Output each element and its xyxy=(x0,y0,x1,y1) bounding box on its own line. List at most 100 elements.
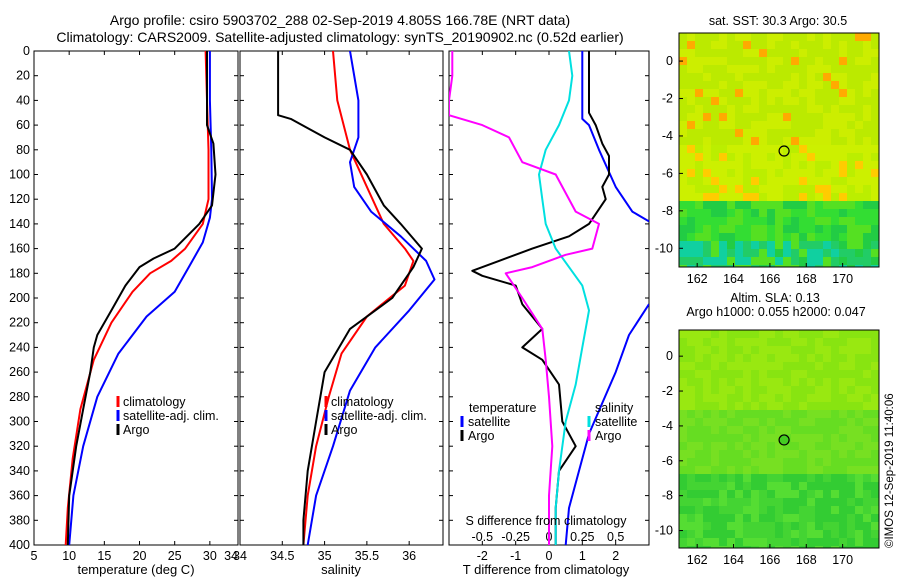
map-cell xyxy=(743,217,752,226)
map-cell xyxy=(831,458,840,467)
map-cell xyxy=(807,370,816,379)
map-cell xyxy=(775,426,784,435)
map-cell xyxy=(735,113,744,122)
map-cell xyxy=(871,225,879,234)
map-cell xyxy=(767,241,776,250)
map-cell xyxy=(831,105,840,114)
map-cell xyxy=(695,233,704,242)
map-cell xyxy=(871,161,879,170)
map-cell xyxy=(727,506,736,515)
series-line-t-argo xyxy=(471,51,610,545)
map-cell xyxy=(735,498,744,507)
map-cell xyxy=(847,185,856,194)
map-cell xyxy=(807,57,816,66)
map-cell xyxy=(783,530,792,539)
map-cell xyxy=(871,217,879,226)
map-cell xyxy=(791,65,800,74)
map-cell xyxy=(807,538,816,547)
map-cell xyxy=(847,530,856,539)
s-tick-label: 0.5 xyxy=(607,530,624,544)
map-cell xyxy=(759,402,768,411)
map-cell xyxy=(831,442,840,451)
map-cell xyxy=(711,225,720,234)
legend-label: satellite-adj. clim. xyxy=(123,409,219,423)
map-cell xyxy=(743,265,752,267)
map-cell xyxy=(743,346,752,355)
map-cell xyxy=(703,129,712,138)
x-tick-label: -2 xyxy=(477,549,488,563)
map-cell xyxy=(839,466,848,475)
map-cell xyxy=(855,257,864,266)
map-cell xyxy=(735,185,744,194)
map-cell xyxy=(863,378,872,387)
map-cell xyxy=(863,394,872,403)
map-cell xyxy=(735,81,744,90)
map-cell xyxy=(759,370,768,379)
map-cell xyxy=(751,490,760,499)
map-cell xyxy=(783,346,792,355)
map-cell xyxy=(807,81,816,90)
map-cell xyxy=(727,354,736,363)
map-cell xyxy=(783,137,792,146)
map-cell xyxy=(871,498,879,507)
map-cell xyxy=(783,185,792,194)
map-cell xyxy=(759,450,768,459)
map-cell xyxy=(759,169,768,178)
map-cell xyxy=(687,450,696,459)
map-cell xyxy=(703,49,712,58)
map-cell xyxy=(735,209,744,218)
map-cell xyxy=(847,538,856,547)
map-cell xyxy=(807,394,816,403)
map-cell xyxy=(719,370,728,379)
map-cell xyxy=(735,241,744,250)
map-cell xyxy=(815,418,824,427)
map-cell xyxy=(783,81,792,90)
map-cell xyxy=(807,161,816,170)
map-cell xyxy=(751,442,760,451)
map-cell xyxy=(767,185,776,194)
map-cell xyxy=(735,33,744,42)
map-cell xyxy=(759,378,768,387)
map-cell xyxy=(839,65,848,74)
map-cell xyxy=(831,338,840,347)
map-cell xyxy=(751,217,760,226)
map-cell xyxy=(783,129,792,138)
map-cell xyxy=(735,193,744,202)
map-cell xyxy=(871,410,879,419)
map-cell xyxy=(711,346,720,355)
map-cell xyxy=(863,514,872,523)
map-cell xyxy=(783,121,792,130)
map-cell xyxy=(783,41,792,50)
map-cell xyxy=(711,370,720,379)
map-cell xyxy=(855,506,864,515)
map-cell xyxy=(703,265,712,267)
map-cell xyxy=(759,498,768,507)
map-cell xyxy=(735,522,744,531)
map-cell xyxy=(799,249,808,258)
map-cell xyxy=(735,378,744,387)
map-cell xyxy=(847,410,856,419)
map-cell xyxy=(727,41,736,50)
map-cell xyxy=(727,57,736,66)
map-cell xyxy=(759,161,768,170)
map-cell xyxy=(687,225,696,234)
map-cell xyxy=(823,466,832,475)
map-cell xyxy=(751,193,760,202)
map-cell xyxy=(759,137,768,146)
map-cell xyxy=(847,522,856,531)
map-cell xyxy=(823,458,832,467)
map-cell xyxy=(687,330,696,339)
map-cell xyxy=(791,346,800,355)
map-cell xyxy=(711,145,720,154)
map-cell xyxy=(871,249,879,258)
map-cell xyxy=(807,490,816,499)
map-cell xyxy=(703,354,712,363)
map-cell xyxy=(679,522,688,531)
map-cell xyxy=(695,442,704,451)
map-cell xyxy=(767,217,776,226)
map-cell xyxy=(687,65,696,74)
map-cell xyxy=(751,410,760,419)
map-cell xyxy=(807,450,816,459)
map-cell xyxy=(871,362,879,371)
